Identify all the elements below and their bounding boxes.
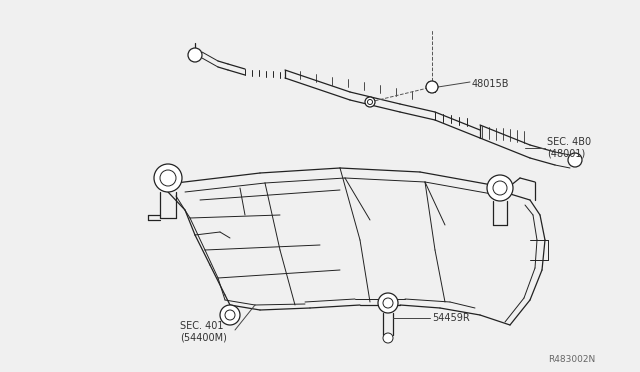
Circle shape <box>367 99 372 105</box>
Circle shape <box>225 310 235 320</box>
Text: 54459R: 54459R <box>432 313 470 323</box>
Circle shape <box>220 305 240 325</box>
Circle shape <box>487 175 513 201</box>
Circle shape <box>378 293 398 313</box>
Circle shape <box>383 333 393 343</box>
Circle shape <box>493 181 507 195</box>
Circle shape <box>568 153 582 167</box>
Circle shape <box>188 48 202 62</box>
Circle shape <box>383 298 393 308</box>
Text: SEC. 4B0
(48001): SEC. 4B0 (48001) <box>547 137 591 159</box>
Circle shape <box>154 164 182 192</box>
Circle shape <box>160 170 176 186</box>
Text: 48015B: 48015B <box>472 79 509 89</box>
Text: SEC. 401
(54400M): SEC. 401 (54400M) <box>180 321 227 343</box>
Circle shape <box>426 81 438 93</box>
Circle shape <box>365 97 375 107</box>
Text: R483002N: R483002N <box>548 356 595 365</box>
